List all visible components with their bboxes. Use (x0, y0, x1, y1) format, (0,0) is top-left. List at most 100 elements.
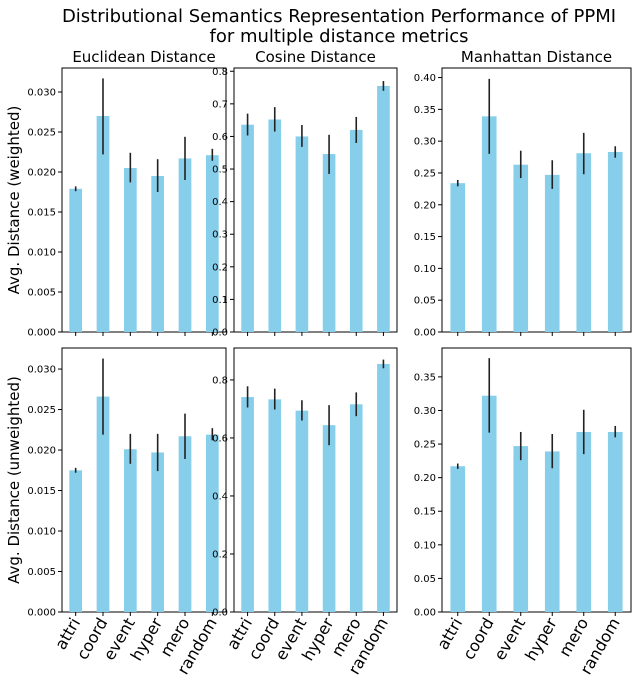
bar-random (377, 363, 390, 612)
y-tick-label: 0.000 (27, 608, 56, 619)
y-tick-label: 0.8 (212, 375, 228, 386)
chart-title: Distributional Semantics Representation … (62, 6, 616, 27)
y-tick-label: 0.6 (212, 132, 228, 143)
y-tick-label: 0.5 (212, 165, 228, 176)
y-tick-label: 0.25 (414, 168, 436, 179)
bar-coord (481, 116, 497, 332)
bar-event (123, 168, 137, 332)
y-tick-label: 0.4 (212, 491, 228, 502)
y-tick-label: 0.20 (414, 200, 436, 211)
x-tick-label-attri: attri (433, 615, 466, 653)
panels-grid: Euclidean Distance Cosine Distance Manhatt… (5, 48, 632, 678)
bar-random (205, 155, 219, 332)
y-tick-label: 0.030 (27, 365, 56, 376)
bar-mero (349, 129, 363, 332)
bar-mero (178, 436, 192, 612)
bar-hyper (322, 425, 336, 612)
bar-hyper (151, 176, 165, 332)
bar-random (607, 431, 623, 612)
column-title: Euclidean Distance (72, 48, 215, 66)
y-tick-label: 0.000 (27, 328, 56, 339)
bar-event (513, 164, 529, 332)
bar-attri (69, 470, 83, 612)
y-tick-label: 0.005 (27, 567, 56, 578)
column-title: Cosine Distance (255, 48, 376, 66)
plot-frame (61, 347, 227, 613)
panel: 0.000.050.100.150.200.250.300.35attricoo… (414, 347, 632, 678)
y-tick-label: 0.05 (414, 296, 436, 307)
y-tick-label: 0.8 (212, 67, 228, 78)
y-tick-label: 0.2 (212, 262, 228, 273)
y-tick-label: 0.25 (414, 440, 436, 451)
chart-subtitle: for multiple distance metrics (209, 26, 468, 47)
bar-hyper (544, 451, 560, 612)
y-tick-label: 0.025 (27, 405, 56, 416)
y-tick-label: 0.005 (27, 288, 56, 299)
bar-event (295, 410, 309, 612)
bar-coord (96, 396, 110, 612)
y-tick-label: 0.15 (414, 232, 436, 243)
y-tick-label: 0.40 (414, 73, 436, 84)
panel: 0.0000.0050.0100.0150.0200.0250.030attri… (27, 347, 227, 678)
y-tick-label: 0.10 (414, 540, 436, 551)
y-tick-label: 0.15 (414, 507, 436, 518)
x-tick-label-hyper: hyper (521, 614, 561, 664)
y-axis-label: Avg. Distance (weighted) (5, 106, 23, 295)
y-tick-label: 0.010 (27, 527, 56, 538)
bar-coord (96, 116, 110, 332)
bar-hyper (151, 452, 165, 612)
y-tick-label: 0.0 (212, 608, 228, 619)
bar-attri (69, 188, 83, 332)
panel: 0.0 0.1 0.2 0.3 0.4 0.5 0.6 0.7 0.8 (212, 67, 398, 339)
y-tick-label: 0.10 (414, 264, 436, 275)
y-tick-label: 0.015 (27, 486, 56, 497)
y-tick-label: 0.20 (414, 473, 436, 484)
bar-hyper (322, 154, 336, 332)
y-tick-label: 0.030 (27, 88, 56, 99)
bar-mero (349, 404, 363, 612)
y-tick-label: 0.35 (414, 372, 436, 383)
y-tick-label: 0.00 (414, 608, 436, 619)
plot-frame (233, 67, 398, 333)
y-tick-label: 0.05 (414, 574, 436, 585)
bar-mero (576, 431, 592, 612)
panel: 0.00 0.05 0.10 0.15 0.20 0.25 0.30 0.35 0.40 (414, 67, 632, 339)
bar-random (607, 151, 623, 332)
y-tick-label: 0.0 (212, 328, 228, 339)
bar-attri (241, 124, 254, 332)
bar-coord (268, 399, 282, 612)
y-tick-label: 0.4 (212, 197, 228, 208)
y-tick-label: 0.7 (212, 99, 228, 110)
bar-attri (450, 183, 466, 332)
bar-mero (576, 153, 592, 332)
column-title: Manhattan Distance (461, 48, 612, 66)
bar-mero (178, 158, 192, 332)
panel: 0.000 0.005 0.010 0.015 0.020 0.025 0.030 (27, 67, 227, 339)
y-axis-label: Avg. Distance (unweighted) (5, 376, 23, 584)
y-tick-label: 0.00 (414, 328, 436, 339)
bar-attri (450, 466, 466, 612)
plot-frame (441, 67, 632, 333)
plot-frame (233, 347, 398, 613)
bar-coord (268, 119, 282, 332)
panel: 0.00.20.40.60.8attricoordeventhypermeror… (212, 347, 398, 678)
y-tick-label: 0.6 (212, 433, 228, 444)
bar-random (205, 434, 219, 612)
bar-coord (481, 395, 497, 612)
y-tick-label: 0.010 (27, 248, 56, 259)
y-tick-label: 0.1 (212, 295, 228, 306)
y-tick-label: 0.35 (414, 105, 436, 116)
bar-hyper (544, 174, 560, 332)
y-tick-label: 0.020 (27, 446, 56, 457)
y-tick-label: 0.30 (414, 406, 436, 417)
y-tick-label: 0.2 (212, 549, 228, 560)
bar-event (513, 446, 529, 612)
y-tick-label: 0.020 (27, 168, 56, 179)
y-tick-label: 0.025 (27, 128, 56, 139)
plot-frame (61, 67, 227, 333)
bar-event (295, 136, 309, 332)
y-tick-label: 0.015 (27, 208, 56, 219)
bar-random (377, 85, 390, 332)
bar-event (123, 449, 137, 612)
